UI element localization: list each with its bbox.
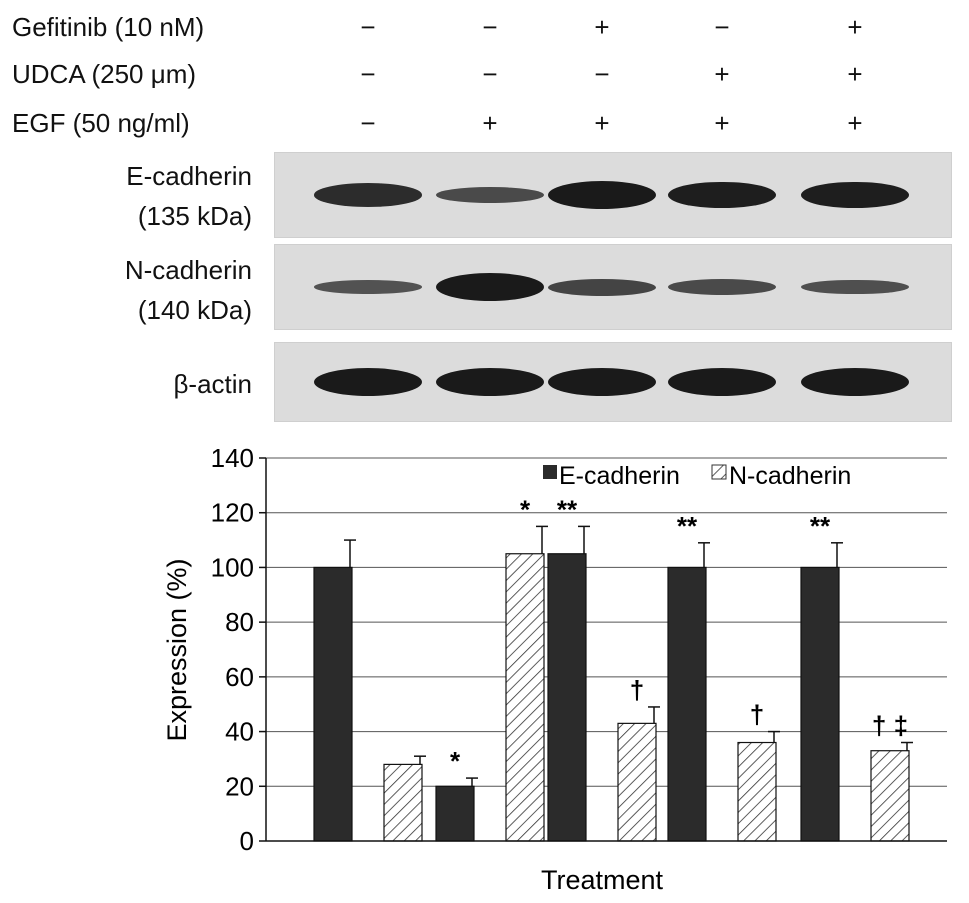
blot-band <box>436 273 544 301</box>
blot-band <box>668 279 776 295</box>
treatment-sign: + <box>847 59 863 89</box>
bar-e-cadherin <box>667 566 707 842</box>
blot-label: N-cadherin <box>124 255 252 285</box>
blot-band <box>314 280 422 294</box>
blot-band <box>314 368 422 396</box>
treatment-sign: − <box>594 59 610 89</box>
treatment-sign: − <box>360 12 376 42</box>
treatment-sign: − <box>482 59 498 89</box>
bar-n-cadherin <box>505 553 545 842</box>
treatment-label: UDCA (250 μm) <box>12 59 197 89</box>
bar-n-cadherin <box>737 741 777 842</box>
treatment-sign: − <box>360 108 376 138</box>
treatment-sign: + <box>482 108 498 138</box>
legend-label-n-cadherin: N-cadherin <box>729 462 851 490</box>
blot-panel-e-cadherin <box>274 152 952 238</box>
y-tick-label: 40 <box>225 717 254 747</box>
significance-marker: † <box>630 675 644 705</box>
legend: E-cadherin N-cadherin <box>543 462 851 490</box>
blot-band <box>801 368 909 396</box>
y-tick-label: 60 <box>225 662 254 692</box>
blot-band <box>436 187 544 203</box>
x-axis-label: Treatment <box>541 865 664 895</box>
treatment-sign: − <box>360 59 376 89</box>
bar-e-cadherin <box>547 553 587 842</box>
significance-marker: † <box>750 700 764 730</box>
blot-band <box>548 368 656 396</box>
treatment-sign: + <box>714 108 730 138</box>
treatment-sign: + <box>847 12 863 42</box>
blot-mw-label: (140 kDa) <box>137 295 252 325</box>
bar-n-cadherin <box>870 750 910 842</box>
treatment-label: EGF (50 ng/ml) <box>12 108 190 138</box>
bar-n-cadherin <box>383 763 423 842</box>
blot-band <box>548 278 656 296</box>
treatment-sign: + <box>714 59 730 89</box>
significance-marker: ** <box>557 494 578 524</box>
blot-band <box>801 279 909 295</box>
treatment-label: Gefitinib (10 nM) <box>12 12 205 42</box>
treatment-sign: + <box>594 108 610 138</box>
bar-e-cadherin <box>435 785 475 842</box>
blot-band <box>668 181 776 209</box>
significance-marker: * <box>520 494 531 524</box>
blot-panel-beta-actin <box>274 342 952 422</box>
treatment-sign: + <box>847 108 863 138</box>
y-tick-label: 80 <box>225 607 254 637</box>
treatment-sign: + <box>594 12 610 42</box>
y-axis-label: Expression (%) <box>162 558 192 741</box>
y-tick-label: 140 <box>211 443 254 473</box>
legend-swatch-e-cadherin <box>543 465 557 479</box>
treatment-sign: − <box>482 12 498 42</box>
y-tick-label: 20 <box>225 771 254 801</box>
treatment-sign: − <box>714 12 730 42</box>
bar-n-cadherin <box>617 722 657 842</box>
significance-marker: † ‡ <box>872 711 908 741</box>
bar-e-cadherin <box>313 566 353 842</box>
significance-marker: * <box>450 746 461 776</box>
blot-band <box>801 181 909 209</box>
legend-label-e-cadherin: E-cadherin <box>559 462 680 490</box>
blot-mw-label: (135 kDa) <box>137 201 252 231</box>
significance-marker: ** <box>677 511 698 541</box>
blot-panel-n-cadherin <box>274 244 952 330</box>
y-tick-label: 120 <box>211 498 254 528</box>
bar-e-cadherin <box>800 566 840 842</box>
blot-band <box>314 183 422 207</box>
blot-band <box>436 368 544 396</box>
blot-band <box>668 368 776 396</box>
y-tick-label: 0 <box>240 826 254 856</box>
blot-label: E-cadherin <box>126 161 252 191</box>
significance-marker: ** <box>810 511 831 541</box>
blot-band <box>548 181 656 209</box>
blot-label: β-actin <box>173 369 252 399</box>
y-tick-label: 100 <box>211 552 254 582</box>
legend-swatch-n-cadherin <box>711 464 727 480</box>
